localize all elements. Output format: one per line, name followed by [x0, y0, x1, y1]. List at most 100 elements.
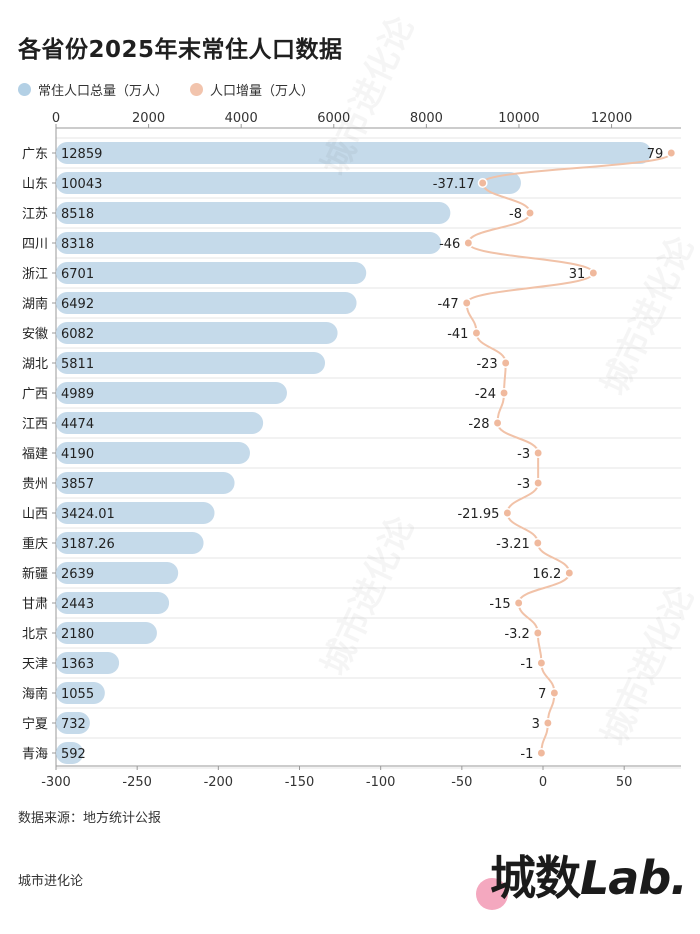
bottom-axis-tick-label: -250	[122, 775, 152, 790]
population-value-label: 6492	[61, 297, 94, 312]
population-value-label: 3857	[61, 477, 94, 492]
increment-value-label: -1	[520, 747, 533, 762]
population-value-label: 5811	[61, 357, 94, 372]
increment-value-label: -15	[489, 597, 510, 612]
population-bar	[56, 292, 357, 314]
population-bar	[56, 502, 215, 524]
category-label: 山西	[22, 507, 48, 522]
category-label: 江西	[22, 417, 48, 432]
bottom-axis-tick-label: -100	[366, 775, 396, 790]
category-label: 四川	[22, 237, 48, 252]
brand-bubble-icon	[476, 878, 508, 910]
legend: 常住人口总量（万人） 人口增量（万人）	[18, 80, 314, 99]
increment-point	[513, 598, 524, 608]
legend-item-population[interactable]: 常住人口总量（万人）	[18, 80, 168, 99]
category-label: 安徽	[22, 327, 48, 342]
population-bar	[56, 352, 326, 374]
increment-value-label: 79	[647, 147, 664, 162]
chart-area: 0 2000 4000 6000 8000 10000 12000 -300 -250 -200 -…	[22, 111, 681, 790]
category-label: 宁夏	[22, 716, 48, 732]
category-label: 湖南	[22, 296, 48, 312]
category-label: 天津	[22, 657, 48, 672]
category-label: 浙江	[22, 267, 48, 282]
increment-value-label: -28	[468, 417, 489, 432]
population-bar	[56, 172, 521, 194]
population-value-label: 12859	[61, 147, 102, 162]
legend-swatch-population	[18, 83, 31, 96]
increment-value-label: -37.17	[433, 177, 475, 192]
population-bar	[56, 412, 264, 434]
top-axis-tick-label: 12000	[591, 111, 632, 126]
legend-item-increment[interactable]: 人口增量（万人）	[190, 80, 314, 99]
population-value-label: 1055	[61, 687, 94, 702]
bottom-axis-tick-label: 50	[616, 775, 633, 790]
population-bar	[56, 682, 105, 704]
category-label: 江苏	[22, 206, 48, 222]
increment-point	[532, 628, 543, 638]
increment-value-label: -23	[476, 357, 497, 372]
population-value-label: 6082	[61, 327, 94, 342]
increment-value-label: 16.2	[532, 567, 561, 582]
brand-logo: 城数Lab.	[476, 842, 691, 912]
increment-line	[465, 152, 673, 754]
population-bar	[56, 442, 250, 464]
bottom-axis-tick-label: 0	[539, 775, 547, 790]
increment-point	[588, 268, 599, 278]
increment-value-label: -3	[517, 477, 530, 492]
category-label: 海南	[22, 686, 48, 702]
top-axis-tick-label: 10000	[498, 111, 539, 126]
category-label: 湖北	[22, 357, 48, 372]
category-label: 山东	[22, 177, 48, 192]
increment-value-label: -24	[475, 387, 496, 402]
increment-value-label: -21.95	[457, 507, 499, 522]
increment-point	[500, 358, 511, 368]
population-bar	[56, 652, 120, 674]
increment-value-label: -3.21	[496, 537, 530, 552]
increment-point	[666, 148, 677, 158]
increment-point	[549, 688, 560, 698]
footer-text: 城市进化论	[18, 874, 84, 889]
population-value-label: 2639	[61, 567, 94, 582]
population-value-label: 1363	[61, 657, 94, 672]
increment-value-label: -1	[520, 657, 533, 672]
increment-point	[564, 568, 575, 578]
category-label: 重庆	[22, 536, 48, 552]
top-axis-tick-label: 0	[52, 111, 60, 126]
top-axis-tick-label: 6000	[317, 111, 350, 126]
top-axis-tick-label: 8000	[410, 111, 443, 126]
increment-point	[463, 238, 474, 248]
population-value-label: 6701	[61, 267, 94, 282]
population-bar	[56, 322, 338, 344]
population-value-label: 4989	[61, 387, 94, 402]
brand-wordmark: 城数Lab.	[490, 842, 688, 908]
increment-value-label: 31	[569, 267, 586, 282]
population-value-label: 4474	[61, 417, 94, 432]
increment-point	[525, 208, 535, 218]
population-bar	[56, 622, 157, 644]
increment-point	[492, 418, 503, 428]
population-value-label: 3424.01	[61, 507, 115, 522]
increment-point	[477, 178, 488, 188]
top-axis-tick-label: 4000	[225, 111, 258, 126]
category-label: 广西	[22, 387, 48, 402]
increment-point	[499, 388, 510, 398]
increment-value-label: 7	[538, 687, 546, 702]
population-value-label: 3187.26	[61, 537, 115, 552]
increment-point	[502, 508, 513, 518]
legend-swatch-increment	[190, 83, 204, 96]
population-value-label: 8518	[61, 207, 94, 222]
population-bar	[56, 262, 367, 284]
category-label: 甘肃	[22, 597, 48, 612]
population-bar	[56, 712, 90, 734]
population-value-label: 4190	[61, 447, 94, 462]
increment-point	[533, 478, 544, 488]
population-bar	[56, 232, 442, 254]
population-bar	[56, 532, 204, 554]
bottom-axis-tick-label: -50	[451, 775, 472, 790]
bottom-axis-tick-label: -150	[285, 775, 315, 790]
legend-label-increment: 人口增量（万人）	[210, 84, 315, 99]
population-bar	[56, 742, 84, 764]
population-value-label: 10043	[61, 177, 102, 192]
category-label: 北京	[22, 627, 48, 642]
category-label: 广东	[22, 147, 48, 162]
